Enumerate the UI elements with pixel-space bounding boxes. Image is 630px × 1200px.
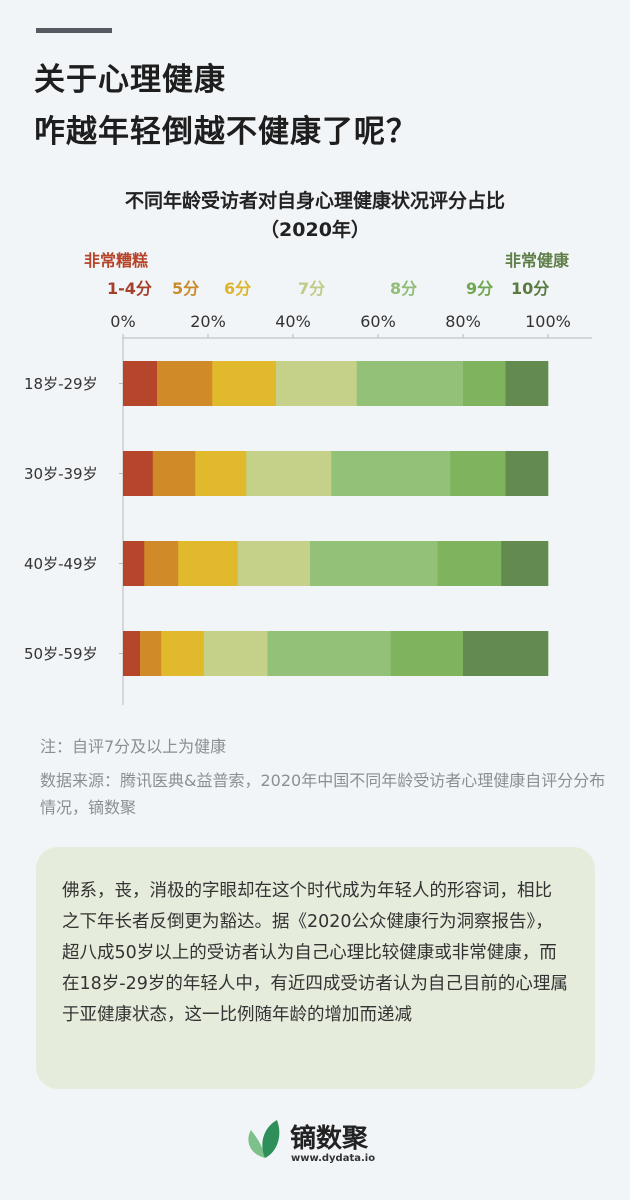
x-tick-label: 100% <box>525 312 571 331</box>
brand-name: 镝数聚 <box>290 1124 369 1154</box>
bar-segment <box>450 451 506 496</box>
bar-segment <box>123 451 154 496</box>
bar-segment <box>463 361 506 406</box>
chart-title: 不同年龄受访者对自身心理健康状况评分占比 <box>124 190 505 212</box>
legend-left-caption: 非常糟糕 <box>84 251 149 270</box>
data-source: 数据来源：腾讯医典&益普索，2020年中国不同年龄受访者心理健康自评分分布情况，… <box>40 771 606 817</box>
bar-segment <box>144 541 179 586</box>
summary-box: 佛系，丧，消极的字眼却在这个时代成为年轻人的形容词，相比之下年长者反倒更为豁达。… <box>36 847 595 1089</box>
bar-segment <box>203 631 268 676</box>
legend-item: 10分 <box>511 279 550 298</box>
bar-segment <box>123 541 145 586</box>
bar-segment <box>390 631 464 676</box>
bar-segment <box>152 451 196 496</box>
plot-area <box>119 334 592 705</box>
bar-segment <box>356 361 464 406</box>
top-accent-bar <box>36 28 112 33</box>
bar-segment <box>123 361 158 406</box>
bar-segment <box>246 451 332 496</box>
bar-segment <box>505 451 549 496</box>
bar-segment <box>140 631 162 676</box>
bar-segment <box>195 451 247 496</box>
x-tick-label: 80% <box>445 312 481 331</box>
x-tick-label: 20% <box>190 312 226 331</box>
bar-segment <box>501 541 549 586</box>
bar-segment <box>331 451 451 496</box>
chart-note: 注：自评7分及以上为健康 <box>40 737 227 756</box>
bar-segment <box>123 631 141 676</box>
legend-item: 6分 <box>224 279 252 298</box>
legend-right-caption: 非常健康 <box>505 251 570 270</box>
y-tick-label: 30岁-39岁 <box>24 465 98 483</box>
bar-segment <box>463 631 549 676</box>
bar-segment <box>212 361 277 406</box>
brand-url: www.dydata.io <box>291 1153 376 1164</box>
bar-segment <box>310 541 438 586</box>
bar-segment <box>505 361 549 406</box>
legend-item: 8分 <box>390 279 418 298</box>
legend-item: 1-4分 <box>107 279 152 298</box>
x-tick-label: 0% <box>110 312 136 331</box>
bar-segment <box>161 631 205 676</box>
page-title-line2: 咋越年轻倒越不健康了呢？ <box>34 114 418 150</box>
page-title-line1: 关于心理健康 <box>34 62 226 98</box>
y-tick-label: 50岁-59岁 <box>24 645 98 663</box>
bar-segment <box>157 361 213 406</box>
bar-segment <box>276 361 358 406</box>
bar-segment <box>267 631 392 676</box>
legend-item: 7分 <box>298 279 326 298</box>
y-tick-label: 18岁-29岁 <box>24 375 98 393</box>
chart-subtitle: （2020年） <box>260 219 370 241</box>
legend-item: 5分 <box>172 279 200 298</box>
x-tick-label: 40% <box>275 312 311 331</box>
bar-segment <box>178 541 239 586</box>
bar-segment <box>237 541 311 586</box>
y-tick-label: 40岁-49岁 <box>24 555 98 573</box>
legend-item: 9分 <box>466 279 494 298</box>
x-tick-label: 60% <box>360 312 396 331</box>
brand-leaf-icon <box>248 1120 280 1158</box>
bar-segment <box>437 541 502 586</box>
summary-text: 佛系，丧，消极的字眼却在这个时代成为年轻人的形容词，相比之下年长者反倒更为豁达。… <box>62 881 568 1025</box>
